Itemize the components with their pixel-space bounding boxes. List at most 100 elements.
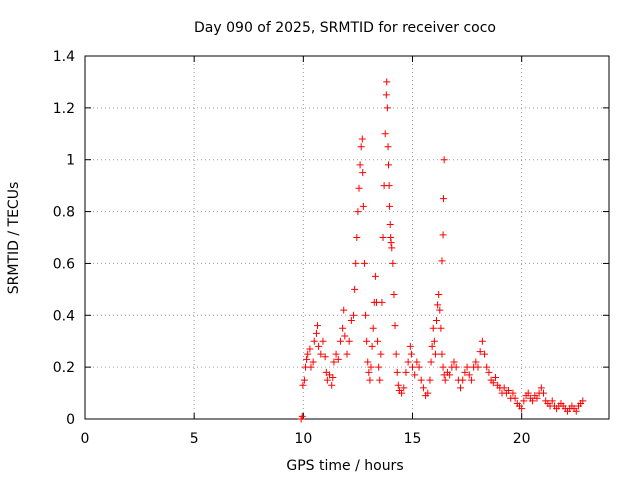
data-point — [379, 234, 387, 241]
x-tick-label: 0 — [81, 431, 90, 447]
data-point — [419, 384, 427, 392]
data-point — [417, 376, 425, 384]
data-point — [323, 376, 331, 384]
data-point — [332, 350, 340, 358]
data-point — [476, 348, 484, 356]
data-point — [426, 376, 434, 384]
x-tick-label: 5 — [190, 431, 199, 447]
data-point — [431, 350, 439, 358]
y-tick-label: 0.2 — [53, 360, 75, 376]
data-point — [336, 337, 344, 345]
data-point — [345, 337, 353, 345]
data-point — [363, 337, 371, 345]
data-point — [354, 208, 362, 216]
data-point — [463, 363, 471, 371]
x-tick-label: 15 — [404, 431, 422, 447]
y-tick-label: 0.8 — [53, 205, 75, 221]
data-point — [365, 368, 373, 376]
data-point — [427, 358, 435, 366]
y-tick-label: 1 — [66, 153, 75, 169]
data-point — [360, 259, 368, 267]
data-point — [384, 143, 392, 151]
data-point — [374, 337, 382, 345]
data-point — [433, 316, 441, 324]
data-point — [518, 405, 526, 413]
data-point — [481, 350, 489, 358]
data-point — [415, 363, 423, 371]
data-point — [393, 368, 401, 376]
data-point — [509, 389, 517, 397]
data-point — [352, 259, 360, 267]
data-point — [465, 371, 473, 379]
data-point — [520, 397, 528, 405]
y-tick-label: 1.2 — [53, 101, 75, 117]
data-point — [368, 342, 376, 350]
data-point — [435, 291, 443, 299]
data-point — [353, 234, 361, 241]
data-point — [351, 285, 359, 293]
data-point — [402, 368, 410, 376]
x-tick-label: 20 — [513, 431, 531, 447]
data-point — [389, 259, 397, 267]
data-point — [369, 324, 377, 332]
data-point — [472, 358, 480, 366]
data-point — [329, 374, 337, 382]
data-point — [366, 376, 374, 384]
data-point — [434, 301, 442, 309]
data-point — [350, 311, 358, 319]
data-point — [381, 130, 389, 138]
data-point — [441, 376, 449, 384]
data-point — [310, 337, 318, 345]
data-point — [300, 376, 308, 384]
data-point — [319, 337, 327, 345]
data-point — [524, 389, 532, 397]
data-point — [394, 381, 402, 389]
data-point — [371, 272, 379, 280]
data-point — [307, 363, 315, 371]
data-point — [440, 156, 448, 164]
data-point — [341, 332, 349, 340]
y-axis-label: SRMTID / TECUs — [6, 182, 22, 295]
data-point — [424, 389, 432, 397]
data-point — [306, 345, 314, 353]
data-point — [359, 202, 367, 210]
data-point — [537, 384, 545, 392]
data-point — [548, 397, 556, 405]
grid-lines — [85, 56, 609, 419]
data-point — [392, 350, 400, 358]
data-point — [383, 78, 391, 86]
data-point — [572, 407, 580, 415]
data-point — [340, 306, 348, 314]
data-point — [375, 363, 383, 371]
y-tick-label: 0 — [66, 412, 75, 428]
data-point — [429, 324, 437, 332]
data-point — [303, 355, 311, 363]
data-point — [459, 376, 467, 384]
data-point — [309, 358, 317, 366]
axis-ticks: 0 0.2 0.4 0.6 0.8 1 1.2 1.4 0 5 10 15 20 — [53, 49, 609, 447]
data-point — [391, 322, 399, 330]
data-point — [407, 350, 415, 358]
data-point — [321, 353, 329, 361]
data-point — [398, 389, 406, 397]
y-tick-label: 0.4 — [53, 308, 75, 324]
data-point — [362, 311, 370, 319]
data-point — [409, 363, 416, 371]
data-point — [491, 374, 499, 382]
data-point — [386, 221, 394, 229]
data-point — [437, 324, 445, 332]
data-point — [358, 135, 366, 143]
data-point — [359, 169, 367, 177]
data-point — [413, 358, 421, 366]
data-point — [439, 363, 447, 371]
data-point — [511, 394, 519, 402]
data-point — [439, 231, 447, 239]
y-tick-label: 0.6 — [53, 256, 75, 272]
data-point — [500, 384, 508, 392]
data-point — [404, 358, 412, 366]
data-point — [406, 342, 414, 350]
data-point — [505, 386, 513, 394]
data-points — [297, 78, 587, 423]
